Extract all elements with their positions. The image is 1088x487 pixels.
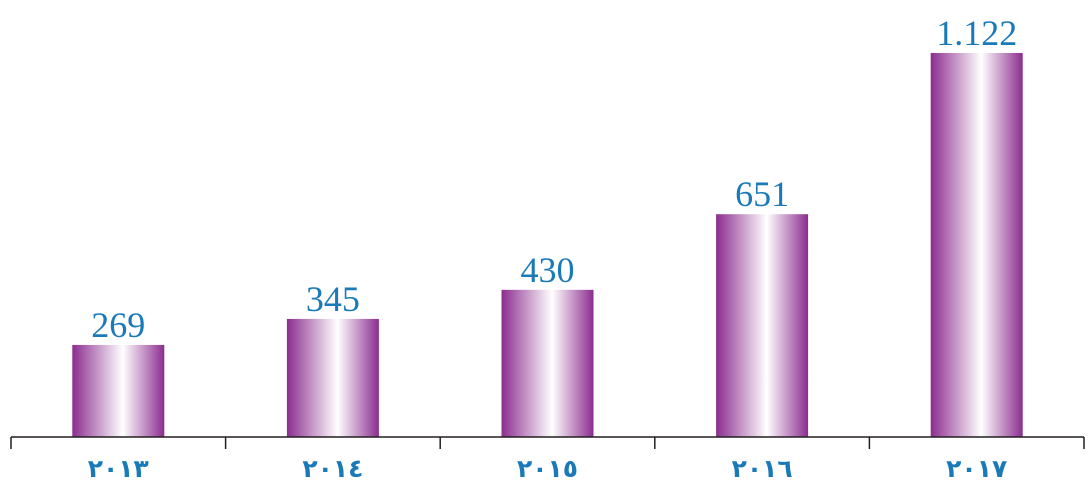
bar-3	[716, 214, 809, 437]
x-tick-label-0: ٢٠١٣	[88, 454, 149, 483]
bar-1	[286, 318, 379, 437]
x-tick-label-1: ٢٠١٤	[302, 454, 363, 483]
value-label-0: 269	[91, 305, 145, 345]
bar-2	[501, 289, 594, 437]
x-tick-label-4: ٢٠١٧	[946, 454, 1007, 483]
value-label-2: 430	[521, 250, 575, 290]
bar-4	[930, 53, 1023, 437]
bars-group	[72, 53, 1023, 437]
bar-0	[72, 344, 165, 437]
x-tick-label-2: ٢٠١٥	[517, 454, 578, 483]
value-label-1: 345	[306, 279, 360, 319]
x-tick-label-3: ٢٠١٦	[732, 454, 793, 483]
value-label-4: 1.122	[936, 13, 1017, 53]
x-axis-tick-labels-group: ٢٠١٣ ٢٠١٤ ٢٠١٥ ٢٠١٦ ٢٠١٧	[88, 454, 1007, 483]
x-axis-ticks-group	[10, 437, 1085, 449]
value-labels-group: 269 345 430 651 1.122	[91, 13, 1017, 345]
value-label-3: 651	[735, 174, 789, 214]
